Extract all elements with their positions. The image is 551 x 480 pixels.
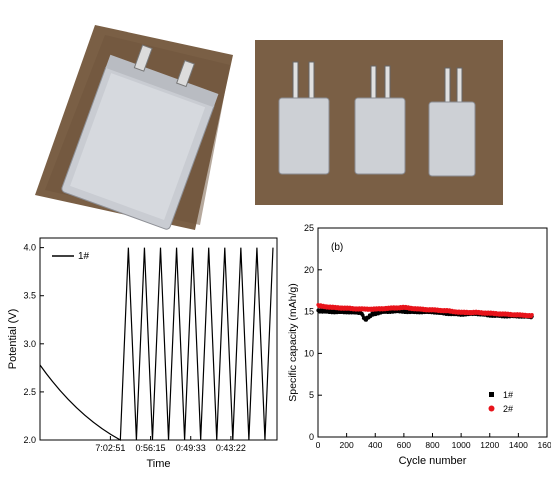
y-tick-label: 15	[304, 307, 314, 317]
x-tick-label: 1600	[538, 440, 551, 450]
x-axis-label: Time	[146, 458, 170, 470]
y-axis-label: Potential (V)	[7, 309, 19, 370]
capacity-cycle-chart: 0 5 10 15 20 25 0 200 400 600 800 1000 1200 1400 1600 (…	[287, 223, 551, 467]
x-tick-label: 800	[425, 440, 439, 450]
x-tick-label: 0:49:33	[176, 443, 206, 453]
legend-label-2: 2#	[503, 404, 513, 414]
y-tick-label: 0	[309, 432, 314, 442]
single-pouch-cell-photo	[35, 25, 233, 230]
y-axis-label: Specific capacity (mAh/g)	[287, 283, 299, 401]
x-tick-label: 7:02:51	[95, 443, 125, 453]
x-tick-label: 1200	[480, 440, 499, 450]
y-tick-label: 10	[304, 348, 314, 358]
x-tick-label: 0:56:15	[136, 443, 166, 453]
potential-time-chart: 2.0 2.5 3.0 3.5 4.0 7:02:51 0:56:15 0:49:33 0:43…	[7, 237, 278, 470]
x-tick-label: 600	[397, 440, 411, 450]
x-tick-label: 1000	[452, 440, 471, 450]
y-tick-label: 5	[309, 390, 314, 400]
series-line-1	[39, 247, 274, 441]
x-tick-label: 0	[316, 440, 321, 450]
data-point	[360, 313, 365, 318]
plot-frame	[39, 237, 278, 441]
data-point	[530, 312, 534, 317]
legend-marker-1	[489, 392, 494, 397]
y-tick-label: 3.5	[23, 291, 36, 301]
legend-marker-2	[488, 405, 495, 412]
y-tick-label: 4.0	[23, 243, 36, 253]
series-2-points	[316, 302, 534, 319]
y-tick-label: 2.0	[23, 435, 36, 445]
legend-label-1: 1#	[503, 390, 513, 400]
x-axis-label: Cycle number	[399, 455, 467, 467]
x-tick-label: 400	[368, 440, 382, 450]
three-pouch-cells-photo	[255, 40, 503, 205]
y-tick-label: 25	[304, 223, 314, 233]
panel-label: (b)	[331, 242, 343, 253]
x-tick-label: 1400	[509, 440, 528, 450]
legend-label-1: 1#	[78, 251, 90, 262]
x-tick-label: 200	[340, 440, 354, 450]
y-tick-label: 20	[304, 265, 314, 275]
x-tick-label: 0:43:22	[216, 443, 246, 453]
y-tick-label: 3.0	[23, 339, 36, 349]
y-tick-label: 2.5	[23, 387, 36, 397]
